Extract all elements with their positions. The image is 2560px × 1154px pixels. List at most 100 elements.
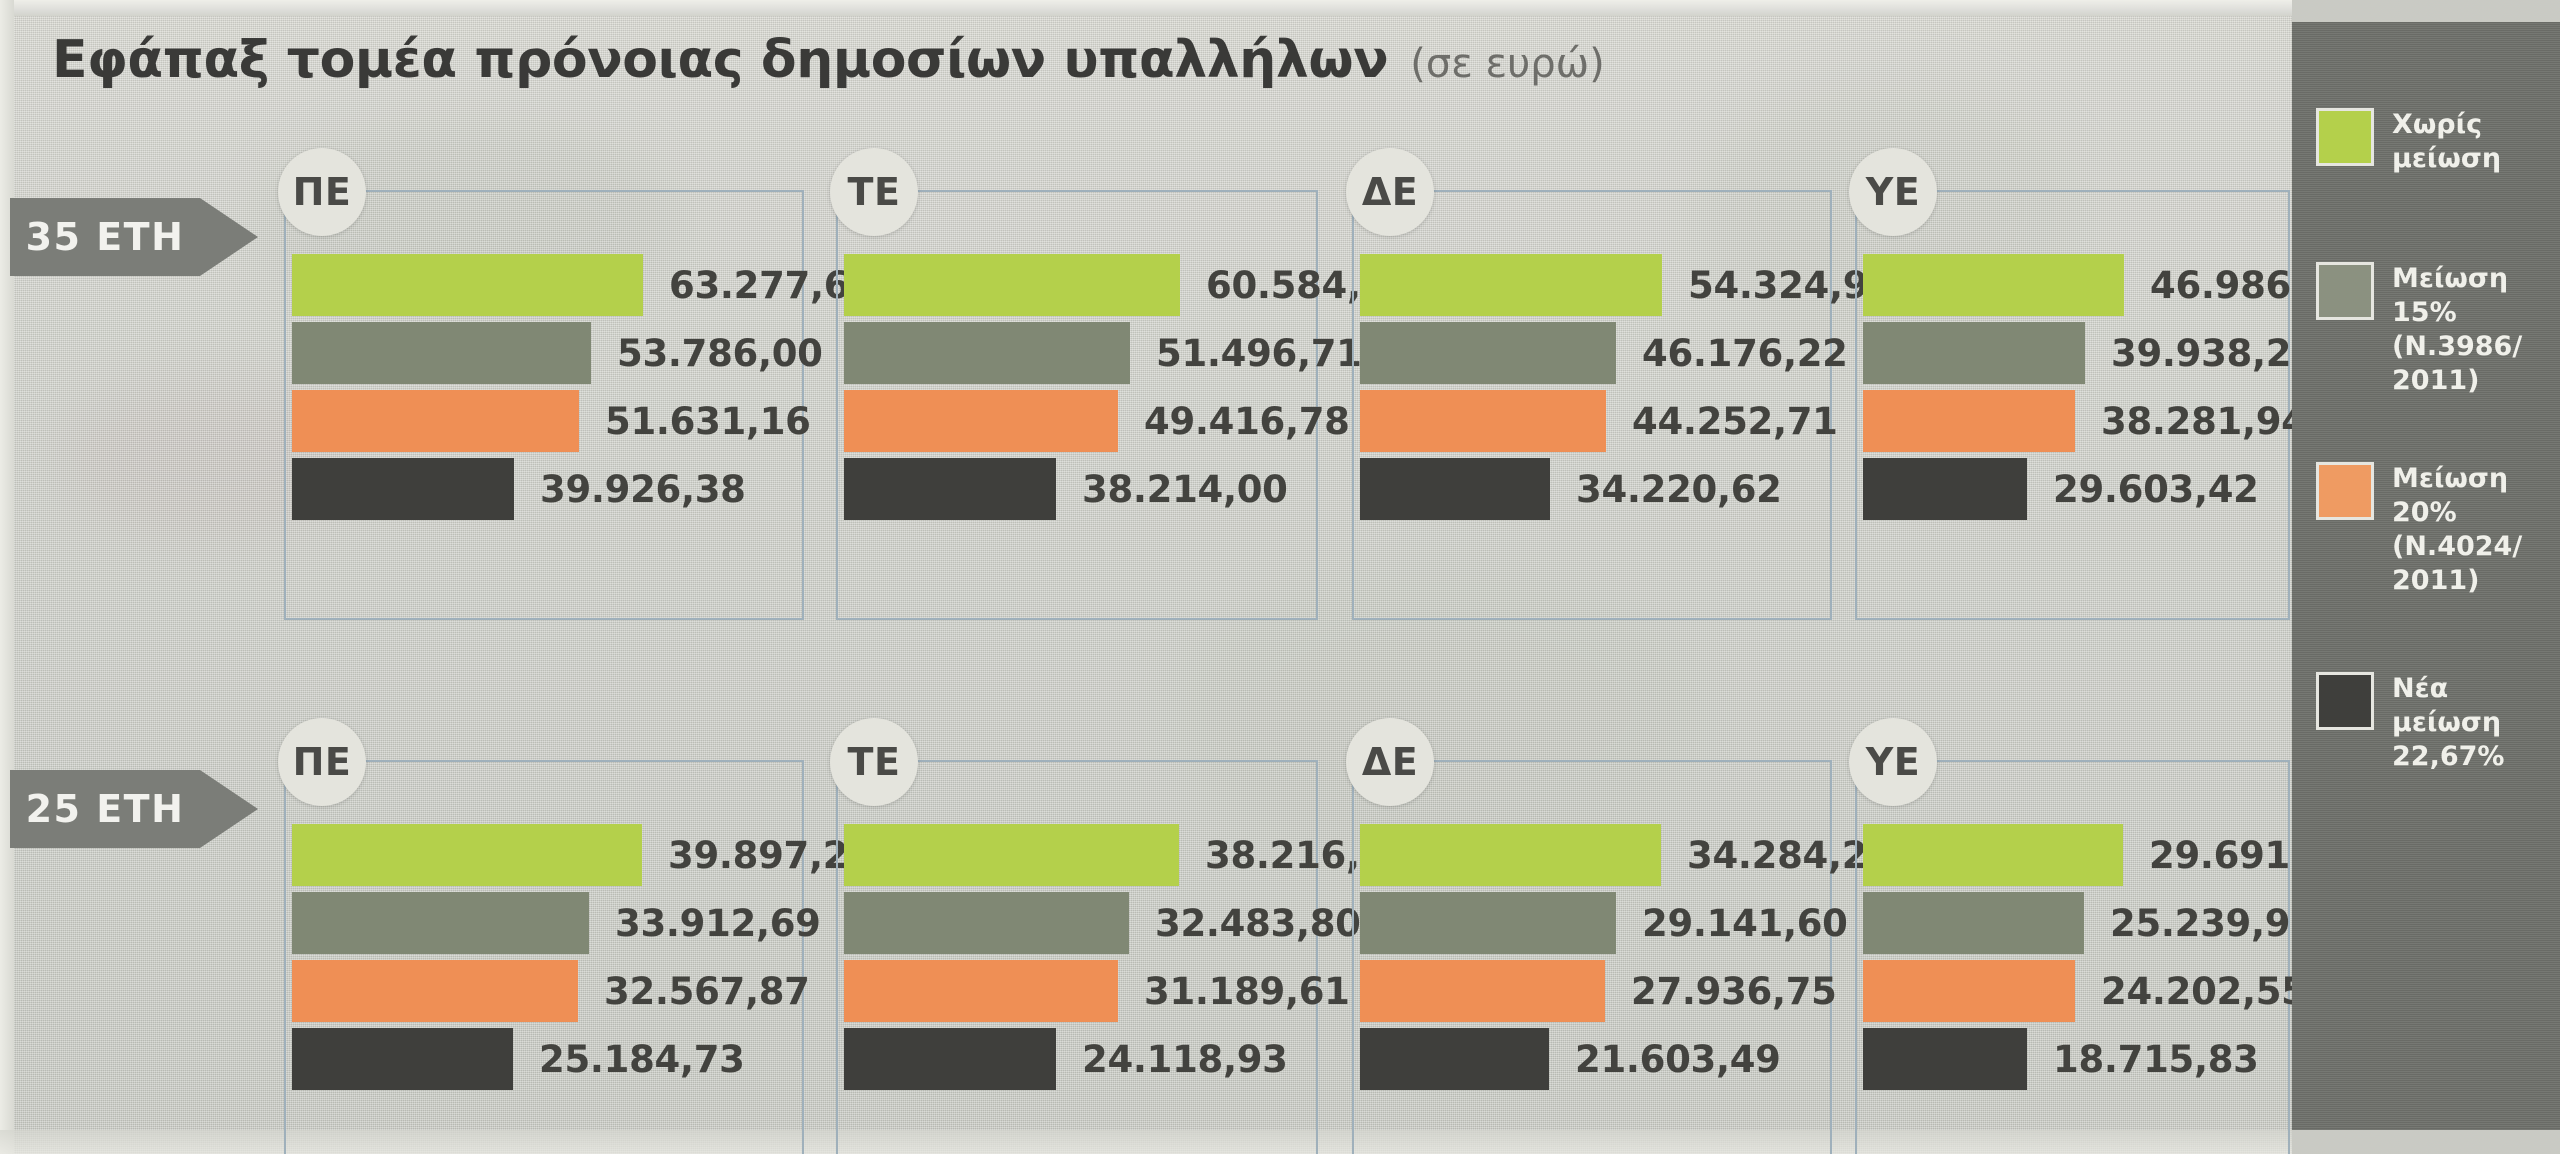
bar [844, 322, 1130, 384]
bar-value-label: 46.176,22 [1642, 331, 1848, 375]
bar-row: 38.214,00 [844, 458, 1288, 520]
legend-label: Μείωση 20% (Ν.4024/ 2011) [2392, 463, 2523, 597]
paper-bottom-edge [0, 1130, 2292, 1154]
bar [1360, 254, 1662, 316]
bar-value-label: 39.897,28 [668, 833, 874, 877]
chart-panel: ΥΕ 29.691,11 25.239,99 24.202,55 18.715,83 [1849, 718, 2355, 1154]
bar-value-label: 51.631,16 [605, 399, 811, 443]
category-badge: ΤΕ [830, 148, 918, 236]
bar-row: 29.141,60 [1360, 892, 1848, 954]
bar-row: 34.284,24 [1360, 824, 1893, 886]
bar [1360, 390, 1606, 452]
category-badge: ΔΕ [1346, 718, 1434, 806]
legend-item-reduction-20: Μείωση 20% (Ν.4024/ 2011) [2316, 462, 2532, 598]
paper-top-edge [0, 0, 2292, 16]
page-subtitle: (σε ευρώ) [1410, 41, 1605, 87]
legend-label: Χωρίς μείωση [2392, 109, 2502, 175]
row-banner-body: 25 ΕΤΗ [10, 770, 200, 848]
bar [292, 824, 642, 886]
bar-row: 38.216,24 [844, 824, 1411, 886]
row-banner-arrowhead [200, 770, 258, 848]
bar-row: 32.483,80 [844, 892, 1361, 954]
bar-row: 18.715,83 [1863, 1028, 2259, 1090]
bar [1863, 892, 2084, 954]
row-banner-label: 25 ΕΤΗ [25, 787, 185, 831]
legend-swatch-icon [2316, 262, 2374, 320]
bar [292, 1028, 513, 1090]
bar-value-label: 31.189,61 [1144, 969, 1350, 1013]
bar [292, 960, 578, 1022]
bar-row: 60.584,36 [844, 254, 1412, 316]
bar-value-label: 25.239,99 [2110, 901, 2316, 945]
bar-row: 39.897,28 [292, 824, 874, 886]
bar-value-label: 32.567,87 [604, 969, 810, 1013]
row-banner-35: 35 ΕΤΗ [10, 198, 260, 276]
bar-value-label: 63.277,65 [669, 263, 875, 307]
bar-value-label: 29.141,60 [1642, 901, 1848, 945]
bar-value-label: 24.202,55 [2101, 969, 2307, 1013]
legend-panel: Χωρίς μείωση Μείωση 15% (Ν.3986/ 2011) Μ… [2292, 22, 2560, 1130]
row-banner-arrowhead [200, 198, 258, 276]
bar-row: 34.220,62 [1360, 458, 1782, 520]
category-badge: ΥΕ [1849, 718, 1937, 806]
bar [844, 254, 1180, 316]
bar [292, 892, 589, 954]
bar-value-label: 44.252,71 [1632, 399, 1838, 443]
bar-row: 25.184,73 [292, 1028, 745, 1090]
bar [1863, 390, 2075, 452]
header: Εφάπαξ τομέα πρόνοιας δημοσίων υπαλλήλων… [52, 30, 1605, 90]
bar-value-label: 34.220,62 [1576, 467, 1782, 511]
bar-row: 24.118,93 [844, 1028, 1288, 1090]
bar [1360, 1028, 1549, 1090]
bar [1863, 254, 2124, 316]
bar-value-label: 32.483,80 [1155, 901, 1361, 945]
category-badge: ΠΕ [278, 718, 366, 806]
bar [1863, 824, 2123, 886]
bar [1360, 892, 1616, 954]
bar-group: 39.897,28 33.912,69 32.567,87 25.184,73 [286, 762, 874, 1154]
chart-panel: ΤΕ 60.584,36 51.496,71 49.416,78 38.214,00 [830, 148, 1412, 620]
bar-value-label: 29.603,42 [2053, 467, 2259, 511]
legend-item-new-reduction: Νέα μείωση 22,67% [2316, 672, 2532, 774]
legend-item-reduction-15: Μείωση 15% (Ν.3986/ 2011) [2316, 262, 2532, 398]
chart-panel: ΠΕ 63.277,65 53.786,00 51.631,16 39.926,38 [278, 148, 875, 620]
bar-group: 60.584,36 51.496,71 49.416,78 38.214,00 [838, 192, 1412, 618]
bar-row: 51.631,16 [292, 390, 811, 452]
bar-row: 21.603,49 [1360, 1028, 1781, 1090]
bar [844, 960, 1118, 1022]
row-banner-25: 25 ΕΤΗ [10, 770, 260, 848]
bar [292, 390, 579, 452]
bar-value-label: 39.926,38 [540, 467, 746, 511]
bar-value-label: 51.496,71 [1156, 331, 1362, 375]
bar-value-label: 39.938,20 [2111, 331, 2317, 375]
row-banner-body: 35 ΕΤΗ [10, 198, 200, 276]
category-badge: ΥΕ [1849, 148, 1937, 236]
bar-row: 24.202,55 [1863, 960, 2307, 1022]
bar-value-label: 49.416,78 [1144, 399, 1350, 443]
bar-value-label: 38.214,00 [1082, 467, 1288, 511]
bar-value-label: 34.284,24 [1687, 833, 1893, 877]
bar-value-label: 38.281,94 [2101, 399, 2307, 443]
bar-value-label: 53.786,00 [617, 331, 823, 375]
bar-group: 38.216,24 32.483,80 31.189,61 24.118,93 [838, 762, 1411, 1154]
bar-group: 29.691,11 25.239,99 24.202,55 18.715,83 [1857, 762, 2355, 1154]
bar-row: 46.986,12 [1863, 254, 2356, 316]
bar [1863, 322, 2085, 384]
bar-group: 46.986,12 39.938,20 38.281,94 29.603,42 [1857, 192, 2356, 618]
bar-row: 32.567,87 [292, 960, 810, 1022]
bar-value-label: 24.118,93 [1082, 1037, 1288, 1081]
bar [1863, 1028, 2027, 1090]
bar-row: 29.691,11 [1863, 824, 2355, 886]
bar-group: 54.324,96 46.176,22 44.252,71 34.220,62 [1354, 192, 1894, 618]
legend-swatch-icon [2316, 672, 2374, 730]
bar-row: 38.281,94 [1863, 390, 2307, 452]
bar-value-label: 33.912,69 [615, 901, 821, 945]
category-badge: ΔΕ [1346, 148, 1434, 236]
bar-value-label: 27.936,75 [1631, 969, 1837, 1013]
bar-value-label: 25.184,73 [539, 1037, 745, 1081]
chart-panel: ΔΕ 54.324,96 46.176,22 44.252,71 34.220,62 [1346, 148, 1894, 620]
bar [844, 1028, 1056, 1090]
bar-row: 53.786,00 [292, 322, 823, 384]
page-title: Εφάπαξ τομέα πρόνοιας δημοσίων υπαλλήλων [52, 30, 1389, 90]
